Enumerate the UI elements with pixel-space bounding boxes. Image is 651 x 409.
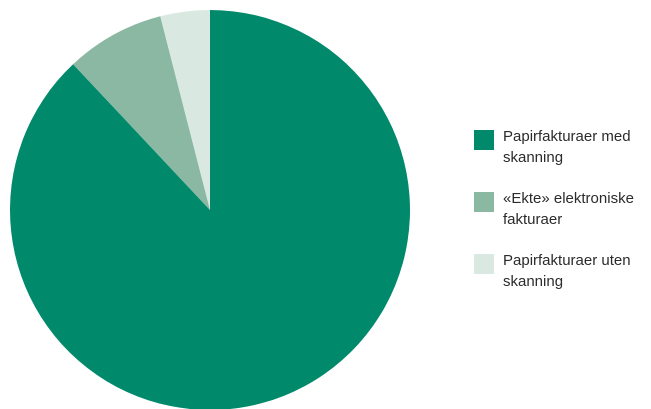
legend-label: Papirfakturaer med skanning <box>503 128 631 166</box>
legend-swatch <box>474 192 494 212</box>
legend-item-papir-med-skanning: Papirfakturaer med skanning <box>474 126 651 168</box>
legend-label: «Ekte» elektroniske fakturaer <box>503 190 634 228</box>
pie-slices <box>10 10 410 409</box>
pie-slice-0 <box>10 10 410 409</box>
legend-swatch <box>474 254 494 274</box>
pie-slice-2 <box>160 10 210 210</box>
legend-label: Papirfakturaer uten skanning <box>503 252 631 290</box>
pie-slice-1 <box>73 16 210 210</box>
legend-item-ekte-elektroniske: «Ekte» elektroniske fakturaer <box>474 188 651 230</box>
legend: Papirfakturaer med skanning «Ekte» elekt… <box>474 126 651 312</box>
legend-swatch <box>474 130 494 150</box>
legend-item-papir-uten-skanning: Papirfakturaer uten skanning <box>474 250 651 292</box>
